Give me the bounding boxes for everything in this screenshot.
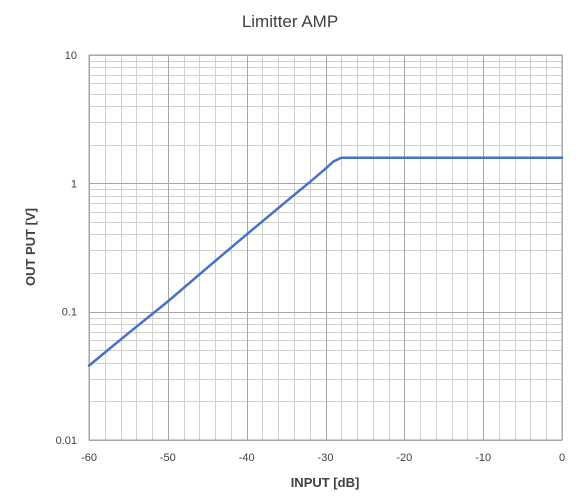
x-tick-label: -10 [475, 452, 491, 464]
series-layer [87, 156, 564, 367]
series-line [87, 156, 564, 367]
x-tick-label: -20 [396, 452, 412, 464]
y-axis-ticks: 0.01 0.1 1 10 [56, 50, 77, 447]
y-tick-label: 10 [65, 50, 77, 62]
x-tick-label: 0 [559, 452, 565, 464]
x-tick-label: -40 [239, 452, 255, 464]
major-gridlines [89, 55, 563, 441]
chart-title: Limitter AMP [242, 12, 338, 31]
x-axis-ticks: -60 -50 -40 -30 -20 -10 0 [81, 452, 565, 464]
minor-gridlines [89, 55, 562, 440]
x-axis-label: INPUT [dB] [291, 475, 360, 490]
y-tick-label: 1 [71, 178, 77, 190]
y-tick-label: 0.1 [62, 307, 77, 319]
y-tick-label: 0.01 [56, 435, 77, 447]
plot-area [88, 54, 563, 441]
x-tick-label: -30 [318, 452, 334, 464]
y-axis-label: OUT PUT [V] [23, 208, 38, 286]
x-tick-label: -60 [81, 452, 97, 464]
x-tick-label: -50 [160, 452, 176, 464]
